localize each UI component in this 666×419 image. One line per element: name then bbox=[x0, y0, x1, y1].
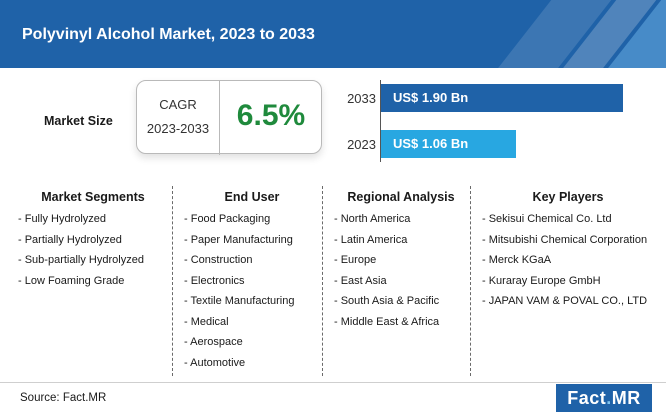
column-list: - Fully Hydrolyzed - Partially Hydrolyzed… bbox=[18, 212, 168, 288]
list-item: - Partially Hydrolyzed bbox=[18, 233, 122, 246]
list-item: - Merck KGaA bbox=[482, 254, 552, 266]
cagr-divider bbox=[219, 81, 220, 155]
footer-divider bbox=[0, 382, 666, 383]
factmr-logo: Fact.MR bbox=[556, 384, 652, 412]
bar-year-label: 2033 bbox=[347, 91, 376, 106]
list-item: - Textile Manufacturing bbox=[184, 295, 295, 307]
bar-axis bbox=[380, 80, 381, 162]
column-separator bbox=[322, 186, 323, 376]
market-size-label: Market Size bbox=[44, 114, 113, 128]
list-item: - Kuraray Europe GmbH bbox=[482, 274, 601, 287]
column-list: - North America - Latin America - Europe - … bbox=[334, 212, 468, 329]
list-item: - JAPAN VAM & POVAL CO., LTD bbox=[482, 295, 648, 307]
column-regional-analysis: Regional Analysis - North America - Latin… bbox=[334, 182, 468, 378]
column-title: Key Players bbox=[532, 190, 604, 204]
column-key-players: Key Players - Sekisui Chemical Co. Ltd - … bbox=[482, 182, 654, 378]
list-item: - Food Packaging bbox=[184, 213, 271, 225]
source-text: Source: Fact.MR bbox=[20, 392, 107, 404]
segments-grid: Market Segments - Fully Hydrolyzed - Part… bbox=[0, 182, 666, 378]
cagr-label: CAGR bbox=[159, 97, 197, 112]
list-item: - Sekisui Chemical Co. Ltd bbox=[482, 213, 612, 225]
header-banner: Polyvinyl Alcohol Market, 2023 to 2033 bbox=[0, 0, 666, 68]
list-item: - Latin America bbox=[334, 233, 408, 246]
logo-text-dot: . bbox=[606, 388, 612, 408]
list-item: - Sub-partially Hydrolyzed bbox=[18, 254, 144, 266]
logo-text-main: Fact bbox=[567, 388, 607, 408]
column-title: End User bbox=[224, 190, 280, 204]
column-title: Market Segments bbox=[41, 190, 145, 204]
list-item: - Aerospace bbox=[184, 336, 243, 348]
cagr-box: CAGR 2023-2033 6.5% bbox=[136, 80, 322, 155]
page-title: Polyvinyl Alcohol Market, 2023 to 2033 bbox=[22, 26, 315, 43]
list-item: - Europe bbox=[334, 254, 377, 266]
column-separator bbox=[172, 186, 173, 376]
column-list: - Food Packaging - Paper Manufacturing - C… bbox=[184, 212, 320, 370]
list-item: - Medical bbox=[184, 315, 229, 328]
column-title: Regional Analysis bbox=[347, 190, 455, 204]
list-item: - Middle East & Africa bbox=[334, 315, 440, 328]
list-item: - South Asia & Pacific bbox=[334, 295, 440, 307]
list-item: - Construction bbox=[184, 254, 253, 266]
list-item: - Mitsubishi Chemical Corporation bbox=[482, 233, 648, 246]
cagr-period: 2023-2033 bbox=[146, 121, 210, 136]
market-size-bar: US$ 1.06 Bn bbox=[381, 130, 516, 158]
list-item: - Automotive bbox=[184, 356, 246, 369]
market-size-bar: US$ 1.90 Bn bbox=[381, 84, 623, 112]
logo-text-end: MR bbox=[611, 388, 641, 408]
market-size-bars: 2033 US$ 1.90 Bn 2023 US$ 1.06 Bn bbox=[340, 80, 640, 170]
cagr-value: 6.5% bbox=[236, 99, 306, 132]
list-item: - East Asia bbox=[334, 274, 387, 287]
column-list: - Sekisui Chemical Co. Ltd - Mitsubishi C… bbox=[482, 212, 654, 308]
list-item: - Electronics bbox=[184, 274, 245, 287]
column-market-segments: Market Segments - Fully Hydrolyzed - Part… bbox=[18, 182, 168, 378]
column-separator bbox=[470, 186, 471, 376]
list-item: - Paper Manufacturing bbox=[184, 233, 293, 246]
bar-year-label: 2023 bbox=[347, 137, 376, 152]
column-end-user: End User - Food Packaging - Paper Manufac… bbox=[184, 182, 320, 378]
list-item: - Low Foaming Grade bbox=[18, 274, 125, 287]
list-item: - North America bbox=[334, 213, 411, 225]
list-item: - Fully Hydrolyzed bbox=[18, 213, 107, 225]
